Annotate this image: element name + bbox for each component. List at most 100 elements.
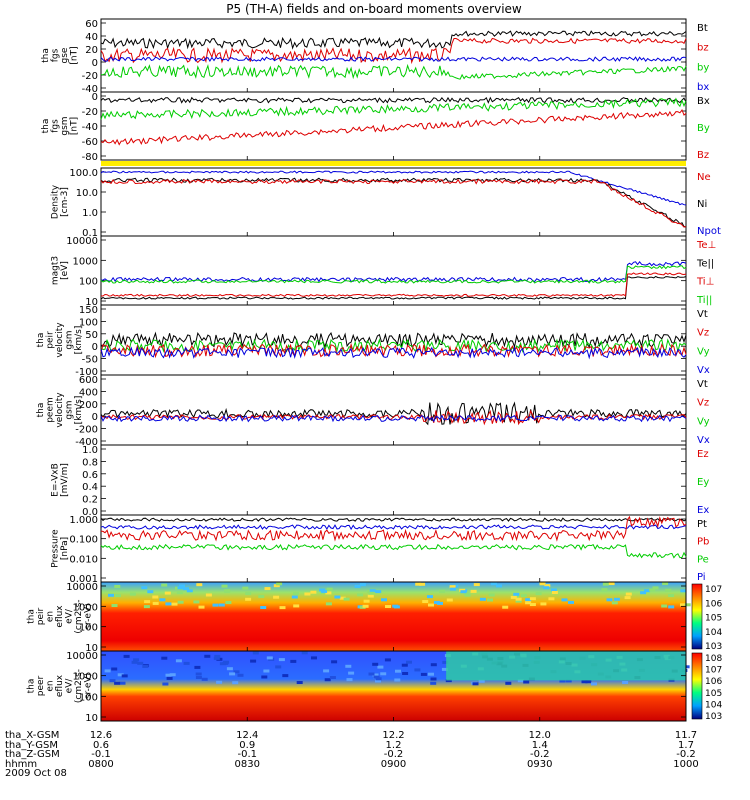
y-tick-label: 0 <box>92 92 98 103</box>
series-line <box>100 63 687 80</box>
spectrogram-texture <box>510 595 517 599</box>
y-tick-label: -40 <box>82 84 98 95</box>
panel-frame <box>100 444 687 516</box>
legend-ni: Ni <box>697 199 707 210</box>
spectrogram-texture <box>445 679 452 683</box>
spectrogram-texture <box>166 676 173 680</box>
spectrogram-texture <box>171 602 178 606</box>
legend-vy: Vy <box>697 416 710 427</box>
y-tick-label: 150 <box>79 305 98 316</box>
spectrogram-texture <box>198 605 205 609</box>
spectrogram-texture <box>345 664 352 668</box>
footer-value: -0.2 <box>676 749 696 760</box>
spectrogram-texture <box>237 673 244 677</box>
spectrogram-texture <box>544 584 551 588</box>
spectrogram-texture <box>296 681 303 684</box>
spectrogram-texture <box>496 584 502 588</box>
y-axis-label: eV/ <box>65 678 75 694</box>
y-axis-label: [mV/m] <box>60 463 70 497</box>
spectrogram-texture <box>161 656 168 660</box>
spectrogram-texture <box>114 585 121 588</box>
spectrogram-texture <box>381 598 387 602</box>
spectrogram-texture <box>479 597 486 601</box>
spectrogram-texture <box>310 590 317 594</box>
spectrogram-texture <box>165 673 172 677</box>
spectrogram-texture <box>245 591 252 595</box>
spectrogram-texture <box>446 598 453 602</box>
series-line <box>100 265 687 284</box>
spectrogram-texture <box>196 583 203 587</box>
y-tick-label: 60 <box>85 19 98 30</box>
y-axis-label: tha <box>27 609 37 624</box>
spectrogram-texture <box>325 602 332 606</box>
spectrogram-texture <box>161 583 168 587</box>
legend-vz: Vz <box>697 328 709 339</box>
spectrogram-texture <box>123 654 130 658</box>
y-axis-label: Pressure <box>50 529 60 568</box>
series-line <box>100 517 687 522</box>
spectrogram-texture <box>502 605 509 609</box>
spectrogram-texture <box>216 680 223 684</box>
spectrogram-texture <box>385 605 391 608</box>
spectrogram-texture <box>164 591 171 595</box>
y-tick-label: 100 <box>79 317 98 328</box>
spectrogram-texture <box>561 598 568 602</box>
spectrogram-texture <box>602 582 609 586</box>
footer-value: 12.6 <box>90 730 112 741</box>
spectrogram-texture <box>369 589 376 593</box>
spectrogram-texture <box>473 583 480 587</box>
spectrogram-texture <box>450 587 457 591</box>
y-axis-label: tha <box>36 333 46 348</box>
y-tick-label: 1.0 <box>82 445 98 456</box>
spectrogram-texture <box>194 665 201 669</box>
spectrogram-texture <box>214 654 221 658</box>
y-axis-label: [nT] <box>69 46 79 64</box>
spectrogram-texture <box>548 597 555 601</box>
y-tick-label: 100 <box>79 623 98 634</box>
spectrogram-texture <box>169 673 176 677</box>
spectrogram-texture <box>487 598 493 602</box>
spectrogram-texture <box>373 675 380 679</box>
y-tick-label: 200 <box>79 400 98 411</box>
spectrogram-texture <box>242 586 249 590</box>
spectrogram-texture <box>183 587 190 591</box>
y-axis-label: tha <box>41 48 51 63</box>
series-line <box>100 37 687 65</box>
colorbar-label: 105 <box>705 614 722 624</box>
spectrogram-texture <box>273 595 280 599</box>
spectrogram-texture <box>363 599 370 603</box>
spectrogram-texture <box>611 601 618 605</box>
spectrogram-texture <box>540 602 547 606</box>
series-line <box>100 30 687 50</box>
spectrogram-texture <box>441 667 448 671</box>
spectrogram-texture <box>275 665 282 669</box>
y-tick-label: 10000 <box>66 582 98 593</box>
footer-value: 12.0 <box>529 730 551 741</box>
y-tick-label: 100 <box>79 692 98 703</box>
spectrogram-texture <box>460 590 467 594</box>
spectrogram-texture <box>147 590 154 594</box>
spectrogram-texture <box>683 665 690 669</box>
spectrogram-texture <box>414 668 421 672</box>
y-axis-label: [km/s] <box>74 326 84 355</box>
y-axis-label: sr-eV) <box>84 673 94 699</box>
spectrogram-texture <box>264 587 271 591</box>
spectrogram-texture <box>282 674 289 678</box>
legend-pt: Pt <box>697 519 707 530</box>
y-tick-label: 10.0 <box>76 188 98 199</box>
y-axis-label: gsm <box>65 400 75 419</box>
legend-ez: Ez <box>697 449 709 460</box>
spectrogram-texture <box>401 663 408 667</box>
spectrogram-texture <box>205 593 212 597</box>
spectrogram-texture <box>367 594 374 598</box>
spectrogram-texture <box>176 591 183 595</box>
footer-value: 0.9 <box>239 740 255 751</box>
legend-bx: Bx <box>697 96 710 107</box>
spectrogram-texture <box>608 582 615 586</box>
legend-ex: Ex <box>697 505 709 516</box>
spectrogram-texture <box>111 604 118 607</box>
y-axis-label: velocity <box>55 392 65 428</box>
spectrogram-texture <box>141 586 148 590</box>
series-line <box>100 524 687 531</box>
